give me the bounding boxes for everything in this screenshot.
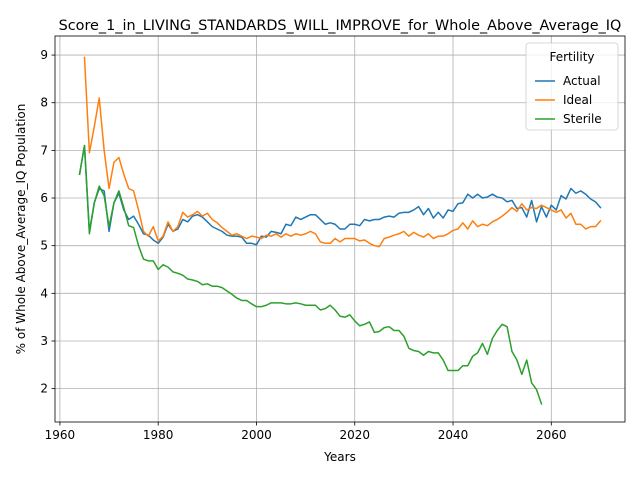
y-tick-label: 8 <box>40 96 48 110</box>
y-tick-label: 4 <box>40 286 48 300</box>
legend-item-actual: Actual <box>535 74 601 88</box>
series-line-sterile <box>78 144 543 405</box>
x-axis-ticks: 1960 1980 2000 2020 2040 2060 <box>45 422 567 442</box>
legend-label-sterile: Sterile <box>563 112 602 126</box>
x-tick-label: 2060 <box>536 428 567 442</box>
y-tick-label: 9 <box>40 48 48 62</box>
x-axis-label: Years <box>323 450 356 464</box>
y-tick-label: 2 <box>40 382 48 396</box>
legend: Fertility Actual Ideal Sterile <box>525 42 619 131</box>
y-tick-label: 3 <box>40 334 48 348</box>
legend-item-ideal: Ideal <box>535 93 592 107</box>
x-tick-label: 2020 <box>339 428 370 442</box>
legend-label-actual: Actual <box>563 74 601 88</box>
y-tick-label: 7 <box>40 143 48 157</box>
series-line-ideal <box>83 56 602 248</box>
legend-item-sterile: Sterile <box>535 112 602 126</box>
x-tick-label: 1980 <box>143 428 174 442</box>
legend-title: Fertility <box>549 50 594 64</box>
series-line-actual <box>78 144 602 246</box>
x-tick-label: 2000 <box>241 428 272 442</box>
y-axis-ticks: 2 3 4 5 6 7 8 9 <box>40 48 55 396</box>
chart-title: Score_1_in_LIVING_STANDARDS_WILL_IMPROVE… <box>59 18 622 34</box>
legend-frame <box>525 42 619 131</box>
series-group <box>78 56 602 405</box>
legend-label-ideal: Ideal <box>563 93 592 107</box>
y-tick-label: 6 <box>40 191 48 205</box>
y-axis-label: % of Whole Above_Average_IQ Population <box>14 104 28 355</box>
y-tick-label: 5 <box>40 239 48 253</box>
plot-frame <box>54 35 626 423</box>
x-tick-label: 1960 <box>45 428 76 442</box>
x-tick-label: 2040 <box>438 428 469 442</box>
